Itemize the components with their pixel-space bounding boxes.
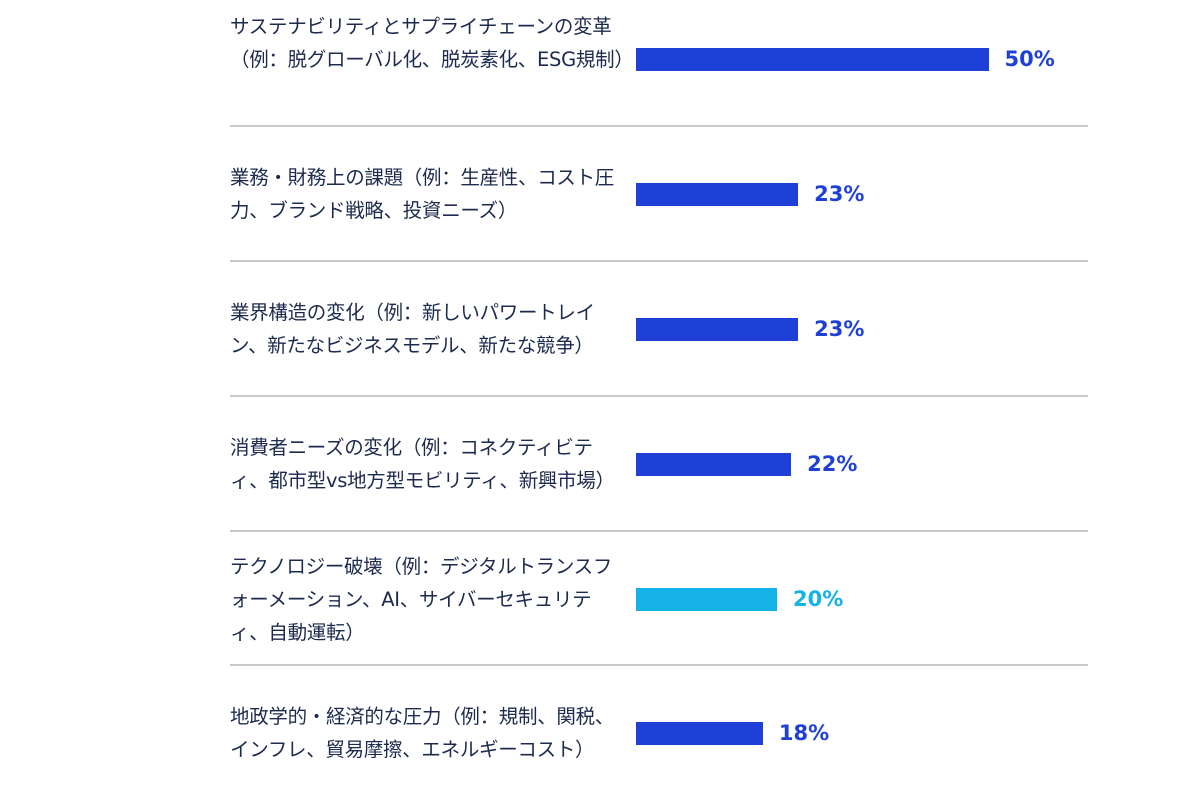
bar: [636, 317, 799, 341]
bar: [636, 182, 799, 206]
chart-row: テクノロジー破壊（例：デジタルトランスフォーメーション、AI、サイバーセキュリテ…: [230, 540, 1088, 675]
category-label: 業務・財務上の課題（例：生産性、コスト圧力、ブランド戦略、投資ニーズ）: [230, 166, 615, 222]
row-divider: [230, 395, 1088, 397]
chart-row: サステナビリティとサプライチェーンの変革（例：脱グローバル化、脱炭素化、ESG規…: [230, 0, 1088, 135]
chart-row: 業界構造の変化（例：新しいパワートレイン、新たなビジネスモデル、新たな競争） 23…: [230, 270, 1088, 405]
row-divider: [230, 530, 1088, 532]
value-label: 23%: [814, 316, 865, 341]
category-label: 消費者ニーズの変化（例：コネクティビティ、都市型vs地方型モビリティ、新興市場）: [230, 436, 615, 492]
value-label: 20%: [793, 586, 844, 611]
bar: [636, 47, 989, 71]
category-label: 地政学的・経済的な圧力（例：規制、関税、インフレ、貿易摩擦、エネルギーコスト）: [230, 705, 615, 761]
value-label: 18%: [778, 720, 830, 745]
value-label: 50%: [1004, 46, 1055, 71]
chart-row: 業務・財務上の課題（例：生産性、コスト圧力、ブランド戦略、投資ニーズ） 23%: [230, 135, 1088, 270]
row-divider: [230, 125, 1088, 127]
chart-row: 地政学的・経済的な圧力（例：規制、関税、インフレ、貿易摩擦、エネルギーコスト） 1…: [230, 674, 1088, 809]
bar: [636, 587, 777, 611]
value-label: 23%: [814, 181, 865, 206]
row-divider: [230, 664, 1088, 666]
category-label: 業界構造の変化（例：新しいパワートレイン、新たなビジネスモデル、新たな競争）: [230, 301, 595, 357]
category-label: テクノロジー破壊（例：デジタルトランスフォーメーション、AI、サイバーセキュリテ…: [230, 554, 613, 644]
category-label: サステナビリティとサプライチェーンの変革（例：脱グローバル化、脱炭素化、ESG規…: [230, 14, 634, 71]
chart-row: 消費者ニーズの変化（例：コネクティビティ、都市型vs地方型モビリティ、新興市場）…: [230, 405, 1088, 540]
bar: [636, 452, 792, 476]
row-divider: [230, 260, 1088, 262]
bar: [636, 721, 763, 745]
value-label: 22%: [807, 451, 858, 476]
